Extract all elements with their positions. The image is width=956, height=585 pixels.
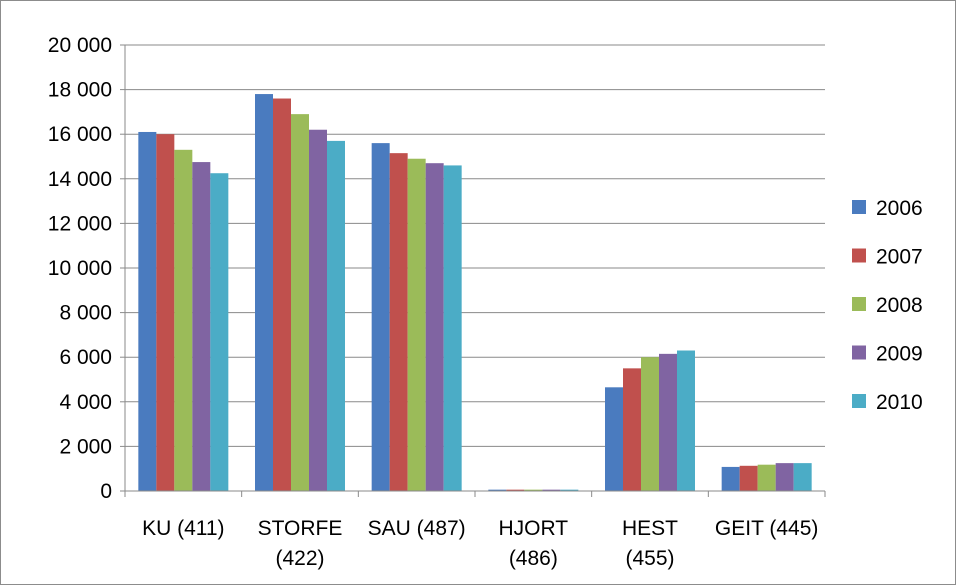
legend-swatch-2010 bbox=[852, 394, 866, 408]
y-tick-label: 18 000 bbox=[48, 79, 112, 102]
bar-2006-3 bbox=[488, 489, 507, 491]
bar-2008-5 bbox=[757, 464, 776, 491]
y-tick-label: 8 000 bbox=[59, 302, 112, 325]
legend-label-2006: 2006 bbox=[876, 197, 923, 220]
gridlines bbox=[120, 44, 825, 492]
bar-2008-3 bbox=[524, 489, 543, 491]
bar-2007-5 bbox=[739, 465, 758, 491]
x-tick-label: KU (411) bbox=[142, 517, 224, 540]
bar-2009-3 bbox=[542, 489, 561, 491]
legend-swatch-2006 bbox=[852, 200, 866, 214]
y-tick-label: 12 000 bbox=[48, 212, 112, 235]
bar-2007-4 bbox=[623, 368, 641, 491]
bar-2009-1 bbox=[309, 129, 327, 492]
bar-2010-5 bbox=[793, 463, 812, 491]
bar-2010-3 bbox=[560, 489, 579, 491]
bars bbox=[138, 94, 812, 492]
y-tick-label: 4 000 bbox=[59, 391, 112, 414]
bar-2009-2 bbox=[425, 163, 444, 491]
bar-2009-4 bbox=[659, 353, 677, 491]
bar-2010-4 bbox=[677, 350, 695, 491]
bar-2006-2 bbox=[371, 143, 390, 491]
bar-2006-4 bbox=[605, 387, 623, 491]
legend-label-2008: 2008 bbox=[876, 294, 923, 317]
bar-2009-5 bbox=[775, 463, 794, 491]
bar-2007-0 bbox=[156, 134, 175, 491]
legend: 2006 2007 2008 2009 2010 bbox=[852, 197, 923, 414]
x-tick-label: GEIT (445) bbox=[715, 517, 818, 540]
legend-swatch-2008 bbox=[852, 297, 866, 311]
x-tick-label: (422) bbox=[275, 547, 324, 570]
x-tick-label: HJORT bbox=[499, 517, 569, 540]
bar-2007-2 bbox=[389, 153, 408, 491]
legend-label-2010: 2010 bbox=[876, 391, 923, 414]
bar-2008-1 bbox=[291, 114, 309, 491]
y-tick-label: 10 000 bbox=[48, 257, 112, 280]
y-tick-label: 14 000 bbox=[48, 168, 112, 191]
bar-2008-4 bbox=[641, 357, 659, 491]
x-tick-label: STORFE bbox=[258, 517, 343, 540]
bar-2010-1 bbox=[327, 140, 345, 491]
bar-2006-5 bbox=[721, 466, 740, 491]
x-axis-tick-labels: KU (411) STORFE (422) SAU (487) HJORT (486) HE… bbox=[142, 517, 818, 570]
y-tick-label: 0 bbox=[100, 480, 112, 503]
x-axis bbox=[124, 490, 826, 497]
bar-2007-3 bbox=[506, 489, 525, 491]
x-tick-label: SAU (487) bbox=[368, 517, 466, 540]
y-tick-label: 20 000 bbox=[48, 34, 112, 57]
x-tick-label: (486) bbox=[509, 547, 558, 570]
bar-2006-1 bbox=[255, 94, 273, 491]
bar-2007-1 bbox=[273, 98, 291, 492]
bar-2010-0 bbox=[210, 173, 229, 491]
x-tick-label: (455) bbox=[625, 547, 674, 570]
bar-2008-2 bbox=[407, 158, 426, 492]
bar-2009-0 bbox=[192, 162, 211, 491]
bar-2010-2 bbox=[443, 165, 462, 492]
legend-label-2007: 2007 bbox=[876, 246, 923, 269]
y-axis-tick-labels: 0 2 000 4 000 6 000 8 000 10 000 12 000 14 000 1… bbox=[48, 34, 112, 503]
bar-2008-0 bbox=[174, 149, 193, 491]
y-tick-label: 6 000 bbox=[59, 346, 112, 369]
legend-label-2009: 2009 bbox=[876, 343, 923, 366]
legend-swatch-2009 bbox=[852, 345, 866, 360]
y-tick-label: 16 000 bbox=[48, 123, 112, 146]
y-tick-label: 2 000 bbox=[59, 435, 112, 458]
x-tick-label: HEST bbox=[622, 517, 678, 540]
bar-2006-0 bbox=[138, 131, 157, 491]
legend-swatch-2007 bbox=[852, 248, 866, 263]
